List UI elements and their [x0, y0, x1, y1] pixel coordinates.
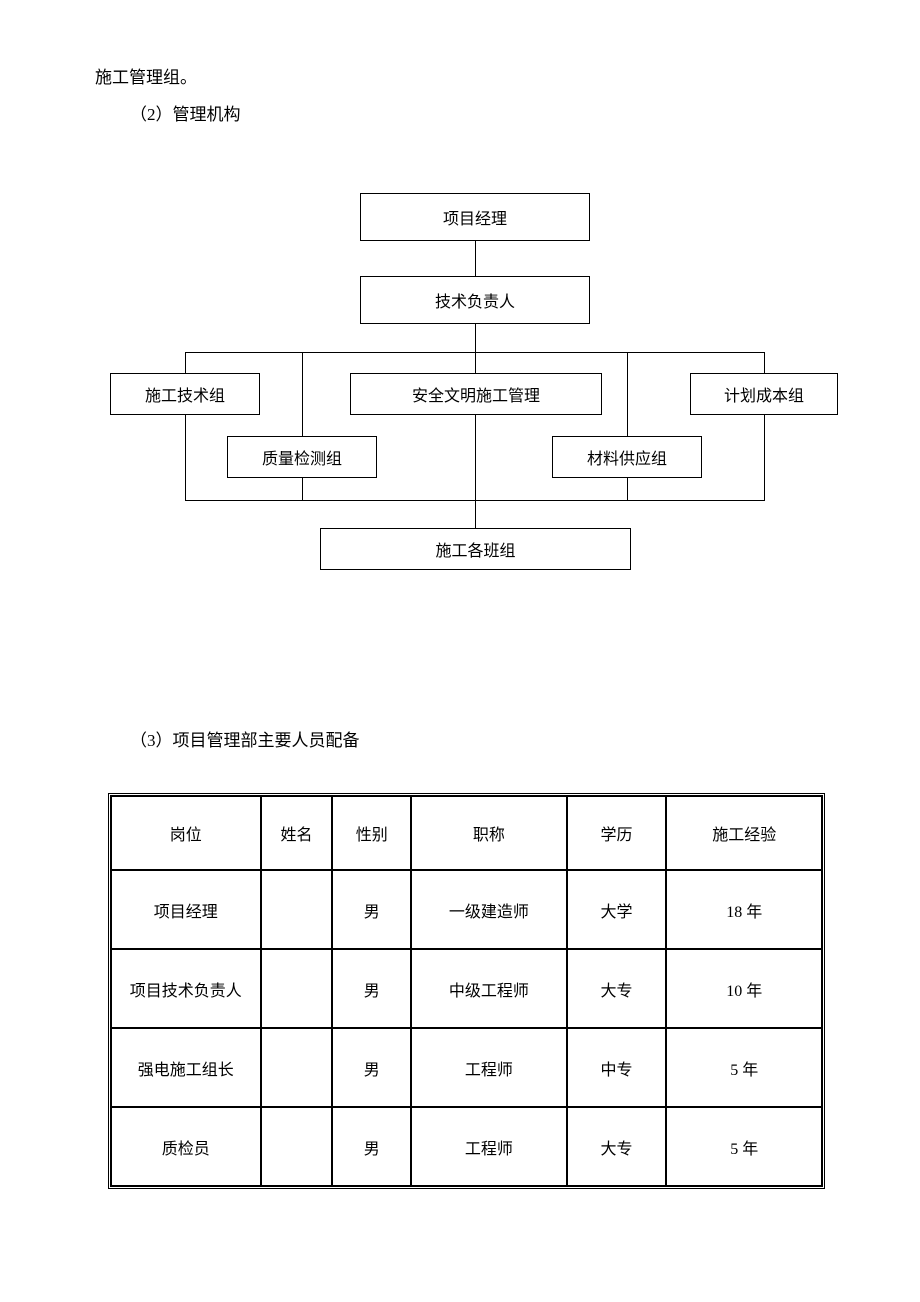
org-connector-v: [475, 352, 476, 373]
org-node-n4: 安全文明施工管理: [350, 373, 602, 415]
table-cell: 男: [332, 1107, 411, 1186]
text-line-2: （2）管理机构: [130, 100, 241, 125]
org-connector-v: [764, 352, 765, 373]
org-node-n7: 材料供应组: [552, 436, 702, 478]
org-node-label: 施工技术组: [145, 382, 225, 406]
org-connector-v: [627, 478, 628, 500]
personnel-table: 岗位姓名性别职称学历施工经验 项目经理男一级建造师大学18 年项目技术负责人男中…: [108, 793, 825, 1189]
org-connector-v: [302, 478, 303, 500]
org-node-n1: 项目经理: [360, 193, 590, 241]
table-cell: 18 年: [666, 870, 822, 949]
table-cell: 大专: [567, 949, 667, 1028]
table-cell: 强电施工组长: [111, 1028, 261, 1107]
org-node-label: 施工各班组: [435, 537, 515, 561]
org-node-n8: 施工各班组: [320, 528, 631, 570]
table-cell: 男: [332, 949, 411, 1028]
org-connector-v: [627, 352, 628, 436]
org-node-n6: 质量检测组: [227, 436, 377, 478]
table-cell: 质检员: [111, 1107, 261, 1186]
org-node-n3: 施工技术组: [110, 373, 260, 415]
table-row: 项目经理男一级建造师大学18 年: [111, 870, 822, 949]
text-line-1: 施工管理组。: [95, 63, 197, 88]
org-node-label: 材料供应组: [587, 445, 667, 469]
org-connector-v: [764, 415, 765, 500]
org-node-label: 项目经理: [443, 205, 507, 229]
table-cell: 男: [332, 1028, 411, 1107]
table-cell: 一级建造师: [411, 870, 567, 949]
org-connector-v: [302, 352, 303, 436]
org-node-label: 技术负责人: [435, 288, 515, 312]
table-cell: 10 年: [666, 949, 822, 1028]
table-header-cell: 施工经验: [666, 796, 822, 870]
table-cell: 中级工程师: [411, 949, 567, 1028]
table-cell: 5 年: [666, 1107, 822, 1186]
table-cell: 项目技术负责人: [111, 949, 261, 1028]
table-cell: 中专: [567, 1028, 667, 1107]
org-node-n2: 技术负责人: [360, 276, 590, 324]
org-node-label: 计划成本组: [724, 382, 804, 406]
table-header-row: 岗位姓名性别职称学历施工经验: [111, 796, 822, 870]
org-connector-v: [185, 415, 186, 500]
org-node-label: 质量检测组: [262, 445, 342, 469]
org-node-n5: 计划成本组: [690, 373, 838, 415]
table-header-cell: 姓名: [261, 796, 333, 870]
org-connector-v: [475, 324, 476, 352]
table-header-cell: 学历: [567, 796, 667, 870]
table-cell: [261, 1028, 333, 1107]
table-cell: 大学: [567, 870, 667, 949]
table-cell: 5 年: [666, 1028, 822, 1107]
table-header-cell: 岗位: [111, 796, 261, 870]
org-connector-v: [185, 352, 186, 373]
table-row: 质检员男工程师大专5 年: [111, 1107, 822, 1186]
org-node-label: 安全文明施工管理: [412, 382, 540, 406]
org-connector-v: [475, 415, 476, 528]
table-cell: 工程师: [411, 1028, 567, 1107]
org-connector-v: [475, 241, 476, 276]
section-3-heading: （3）项目管理部主要人员配备: [130, 726, 360, 751]
table-cell: 项目经理: [111, 870, 261, 949]
table-cell: [261, 949, 333, 1028]
table-cell: [261, 870, 333, 949]
table-header-cell: 职称: [411, 796, 567, 870]
table-cell: 工程师: [411, 1107, 567, 1186]
table-header-cell: 性别: [332, 796, 411, 870]
table-cell: 大专: [567, 1107, 667, 1186]
table-row: 强电施工组长男工程师中专5 年: [111, 1028, 822, 1107]
table-row: 项目技术负责人男中级工程师大专10 年: [111, 949, 822, 1028]
table-cell: [261, 1107, 333, 1186]
table-cell: 男: [332, 870, 411, 949]
